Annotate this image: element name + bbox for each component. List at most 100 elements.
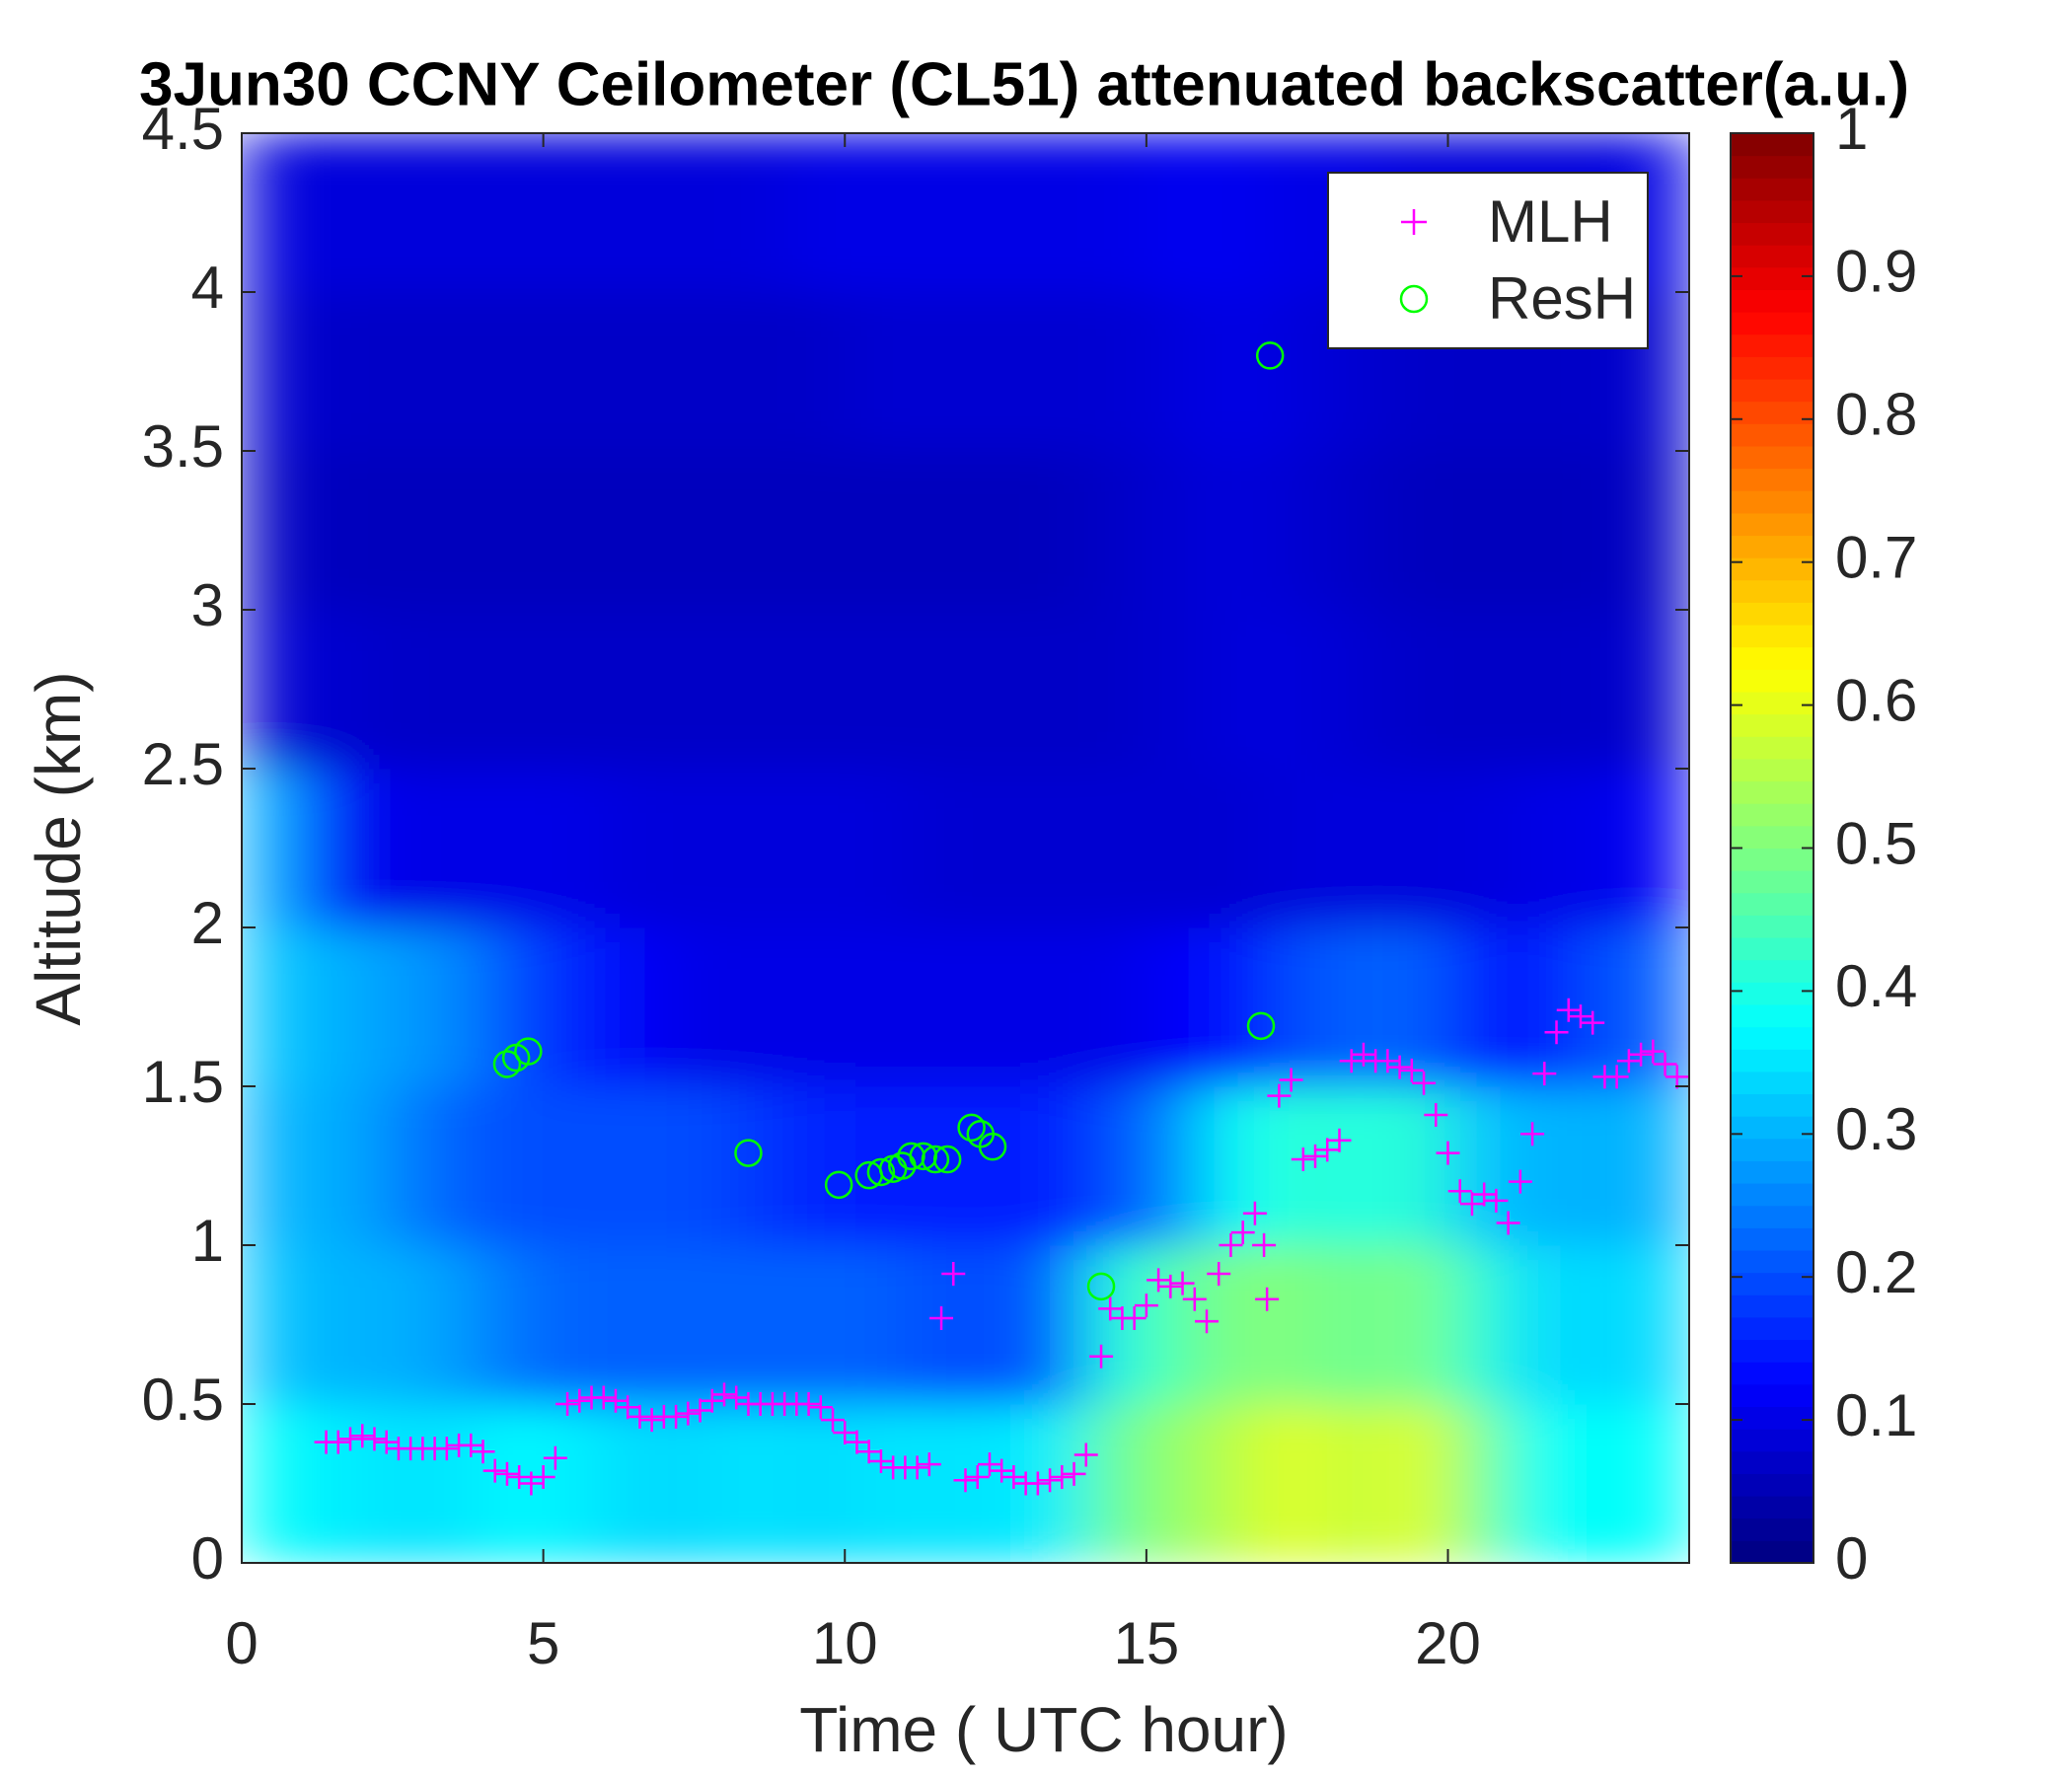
resh-marker [514, 1037, 543, 1066]
heat-cell [844, 768, 906, 928]
chart-title: 3Jun30 CCNY Ceilometer (CL51) attenuated… [139, 50, 1909, 118]
heat-cell [1326, 1403, 1388, 1563]
y-tick-label: 1 [191, 1208, 224, 1274]
heat-cell [1447, 926, 1510, 1087]
mlh-marker [543, 1445, 567, 1470]
mlh-marker [1230, 1221, 1255, 1245]
mlh-marker [1508, 1169, 1532, 1194]
heat-cell [603, 450, 665, 611]
heat-cell [1326, 768, 1388, 928]
heat-cell [1206, 450, 1268, 611]
mlh-marker [1207, 1261, 1231, 1286]
heat-cell [1146, 926, 1208, 1087]
mlh-marker [482, 1458, 507, 1483]
heat-cell [1266, 291, 1328, 452]
mlh-marker [712, 1382, 736, 1407]
heat-cell [1386, 450, 1448, 611]
y-tick-label: 2.5 [142, 731, 224, 797]
x-tick-label: 20 [1415, 1610, 1481, 1676]
colorbar-step [1731, 1294, 1813, 1318]
colorbar-tick-label: 0.6 [1835, 667, 1917, 733]
colorbar-step [1731, 199, 1813, 224]
mlh-marker [1158, 1274, 1183, 1298]
colorbar-step [1731, 1450, 1813, 1474]
mlh-marker [1351, 1042, 1375, 1067]
heat-cell [663, 926, 725, 1087]
heat-cell [663, 450, 725, 611]
mlh-marker [1412, 1071, 1437, 1095]
resh-marker [1246, 1011, 1276, 1041]
heat-cell [1326, 926, 1388, 1087]
heat-cell [904, 450, 966, 611]
mlh-marker [1170, 1271, 1195, 1295]
colorbar-step [1731, 355, 1813, 380]
heat-cell [1206, 1244, 1268, 1405]
heat-cell [1206, 768, 1268, 928]
mlh-marker [1089, 1344, 1114, 1369]
colorbar-step [1731, 1159, 1813, 1184]
heat-cell [242, 133, 303, 293]
colorbar-step [1731, 601, 1813, 626]
mlh-marker [1279, 1068, 1303, 1092]
mlh-marker [688, 1398, 712, 1423]
heat-cell [844, 1403, 906, 1563]
colorbar: 0 0.1 0.2 0.3 0.4 0.5 0.6 0.7 0.8 0.9 1 [1730, 96, 1917, 1591]
colorbar-step [1731, 1003, 1813, 1028]
heat-cell [603, 1403, 665, 1563]
heat-cell [723, 926, 785, 1087]
colorbar-step [1731, 1406, 1813, 1430]
heat-cell [723, 768, 785, 928]
heat-cell [1085, 450, 1147, 611]
colorbar-step [1731, 646, 1813, 670]
mlh-marker [434, 1437, 459, 1461]
colorbar-step [1731, 1316, 1813, 1341]
mlh-marker [1025, 1471, 1050, 1496]
legend-label: ResH [1488, 265, 1636, 332]
heat-cell [1266, 450, 1328, 611]
heat-cell [723, 1085, 785, 1246]
heat-cell [783, 291, 846, 452]
mlh-marker [1122, 1306, 1147, 1331]
heat-cell [1568, 1244, 1630, 1405]
mlh-marker [1629, 1042, 1654, 1067]
heat-cell [783, 1244, 846, 1405]
heat-cell [1146, 768, 1208, 928]
mlh-marker [953, 1468, 978, 1493]
mlh-marker [1098, 1296, 1123, 1321]
y-axis-label: Altitude (km) [23, 671, 94, 1025]
colorbar-tick-label: 0 [1835, 1525, 1868, 1591]
mlh-marker [459, 1433, 483, 1457]
heat-cell [242, 768, 303, 928]
heat-cell [603, 1244, 665, 1405]
heat-cell [1266, 1085, 1328, 1246]
mlh-marker [1496, 1211, 1520, 1235]
heat-cell [1447, 1085, 1510, 1246]
colorbar-step [1731, 735, 1813, 760]
mlh-marker [1424, 1102, 1448, 1127]
y-tick-label: 3 [191, 572, 224, 638]
heat-cell [783, 450, 846, 611]
heat-cell [361, 1244, 423, 1405]
mlh-marker [965, 1465, 990, 1490]
mlh-marker [1050, 1465, 1074, 1490]
heat-cell [663, 1244, 725, 1405]
mlh-marker [1147, 1268, 1171, 1293]
heat-cell [1447, 1403, 1510, 1563]
resh-marker [1255, 341, 1285, 370]
heat-cell [543, 768, 605, 928]
heat-cell [1146, 133, 1208, 293]
heat-cell [1266, 609, 1328, 770]
heat-cell [1508, 768, 1570, 928]
heat-cell [1146, 1244, 1208, 1405]
heat-cell [482, 133, 545, 293]
mlh-marker [1242, 1201, 1267, 1225]
colorbar-step [1731, 512, 1813, 537]
heat-cell [242, 450, 303, 611]
heat-cell [421, 926, 483, 1087]
heat-cell [1025, 133, 1087, 293]
heat-cell [361, 1403, 423, 1563]
colorbar-step [1731, 1071, 1813, 1095]
heat-cell [1146, 1403, 1208, 1563]
heat-cell [1085, 1244, 1147, 1405]
colorbar-step [1731, 802, 1813, 827]
